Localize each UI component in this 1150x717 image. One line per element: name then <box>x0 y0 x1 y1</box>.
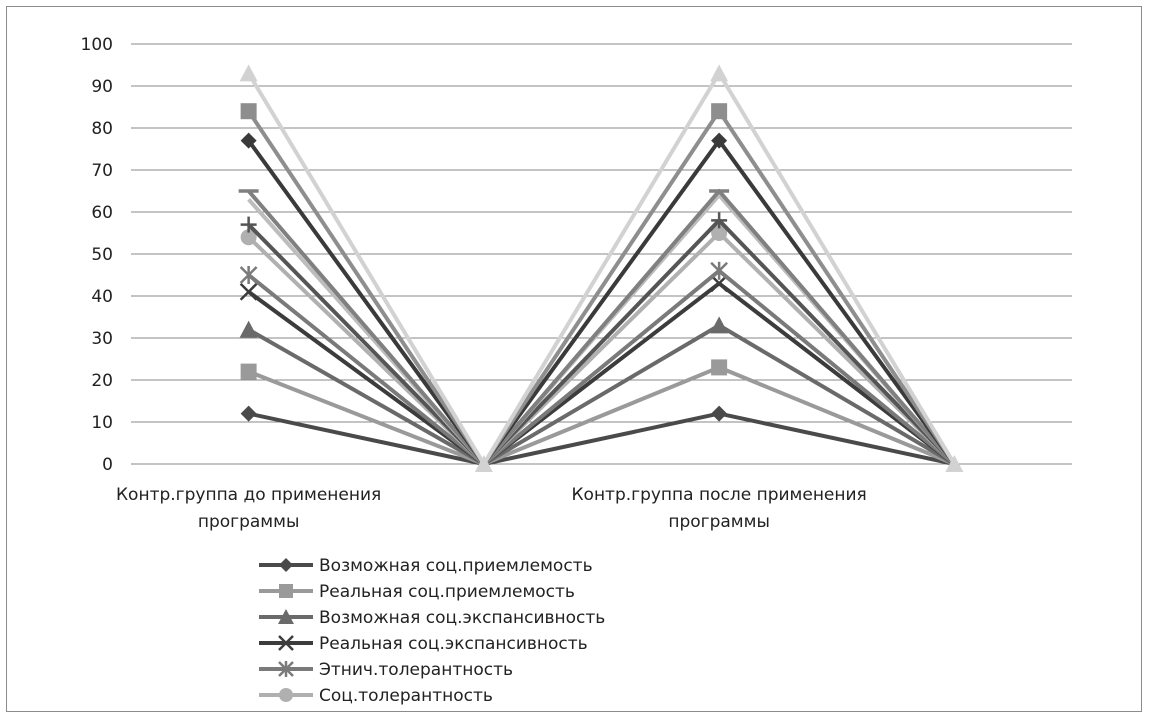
data-point <box>239 64 258 82</box>
legend: Возможная соц.приемлемость Реальная соц.п… <box>259 556 605 706</box>
x-category-label: Контр.группа до применения <box>116 485 381 505</box>
chart-frame: 0 10 20 30 40 50 60 70 80 90 100 Контр.группа до п… <box>6 6 1142 712</box>
legend-label: Этнич.толерантность <box>319 660 513 680</box>
series-line <box>247 231 956 466</box>
data-point <box>474 455 493 472</box>
data-point <box>711 405 728 422</box>
data-point <box>710 261 729 280</box>
series <box>240 359 956 466</box>
y-tick-label: 40 <box>91 287 113 307</box>
data-point <box>240 363 257 380</box>
data-point <box>711 132 728 149</box>
legend-label: Реальная соц.приемлемость <box>319 582 575 602</box>
y-tick-label: 60 <box>91 203 113 223</box>
data-point <box>710 274 729 293</box>
series <box>239 274 956 466</box>
series <box>239 64 957 466</box>
series <box>238 189 956 466</box>
legend-label: Реальная соц.экспансивность <box>319 634 588 654</box>
y-tick-label: 70 <box>91 161 113 181</box>
x-category-label: программы <box>198 512 300 532</box>
series-line <box>248 411 955 466</box>
series <box>240 103 957 466</box>
legend-label: Соц.толерантность <box>319 686 493 706</box>
x-category-label: программы <box>668 512 770 532</box>
series-line <box>247 323 956 466</box>
y-axis-ticks: 0 10 20 30 40 50 60 70 80 90 100 <box>81 35 113 475</box>
legend-label: Возможная соц.экспансивность <box>319 608 605 628</box>
series <box>240 225 956 466</box>
legend-entry: Возможная соц.экспансивность <box>259 608 605 628</box>
data-point <box>711 359 728 376</box>
gridlines <box>131 43 1072 465</box>
series <box>240 212 956 466</box>
legend-label: Возможная соц.приемлемость <box>319 556 593 576</box>
data-point <box>240 216 257 233</box>
series-line <box>247 138 956 466</box>
series-line <box>247 268 956 466</box>
y-tick-label: 30 <box>91 329 113 349</box>
legend-entry: Реальная соц.приемлемость <box>259 582 575 602</box>
series-line <box>246 109 957 466</box>
data-point <box>239 320 258 338</box>
data-point <box>239 266 258 284</box>
legend-entry: Этнич.толерантность <box>259 660 513 680</box>
data-point <box>240 132 257 149</box>
data-point <box>711 225 728 241</box>
series <box>239 316 956 466</box>
x-axis-categories: Контр.группа до применения программы Контр… <box>116 485 867 532</box>
data-point <box>710 64 729 82</box>
y-tick-label: 80 <box>91 119 113 139</box>
legend-entry: Реальная соц.экспансивность <box>259 634 588 654</box>
data-point <box>711 212 728 229</box>
data-point <box>240 405 257 422</box>
series <box>239 261 956 466</box>
series-lines <box>238 64 964 472</box>
series <box>240 132 956 466</box>
line-chart: 0 10 20 30 40 50 60 70 80 90 100 Контр.группа до п… <box>81 35 1072 706</box>
x-category-label: Контр.группа после применения <box>571 485 866 505</box>
y-tick-label: 50 <box>91 245 113 265</box>
y-tick-label: 20 <box>91 371 113 391</box>
data-point <box>945 455 964 472</box>
data-point <box>240 103 257 120</box>
data-point <box>710 316 729 334</box>
legend-entry: Соц.толерантность <box>259 686 493 706</box>
data-point <box>278 661 294 677</box>
data-point <box>278 609 294 624</box>
y-tick-label: 90 <box>91 77 113 97</box>
data-point <box>279 584 293 598</box>
y-tick-label: 0 <box>102 455 113 475</box>
data-point <box>239 282 258 301</box>
series-line <box>247 189 956 466</box>
data-point <box>240 229 257 246</box>
data-point <box>279 688 293 702</box>
y-tick-label: 100 <box>81 35 113 55</box>
series-line <box>247 281 956 466</box>
data-point <box>711 103 728 120</box>
series-line <box>247 365 956 466</box>
series-line <box>247 218 956 466</box>
y-tick-label: 10 <box>91 413 113 433</box>
data-point <box>279 558 293 572</box>
series-line <box>246 71 957 466</box>
legend-entry: Возможная соц.приемлемость <box>259 556 593 576</box>
data-point <box>278 635 294 651</box>
series <box>240 405 955 466</box>
